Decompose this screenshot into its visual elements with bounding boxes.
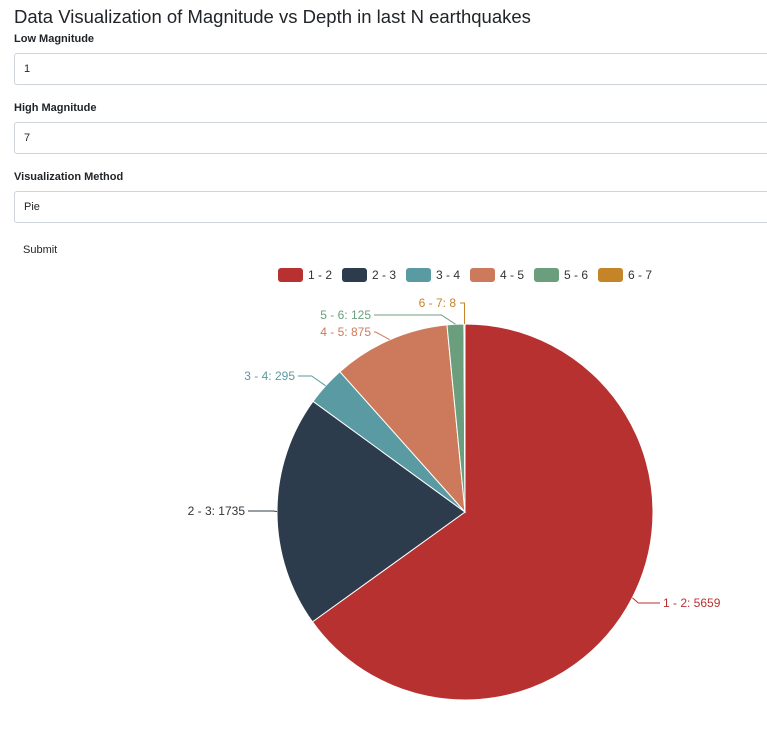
leader-line-6-7 <box>460 302 465 324</box>
page-title: Data Visualization of Magnitude vs Depth… <box>14 6 531 27</box>
low-magnitude-label: Low Magnitude <box>14 33 95 45</box>
submit-button[interactable]: Submit <box>14 240 66 260</box>
legend-swatch-1-2[interactable] <box>278 268 303 282</box>
pie-slice-4-5[interactable] <box>339 324 466 514</box>
pie-slices <box>276 323 654 701</box>
pie-slice-2-3[interactable] <box>276 400 466 623</box>
legend-label-1-2[interactable]: 1 - 2 <box>308 268 332 282</box>
slice-label-6-7: 6 - 7: 8 <box>419 296 457 310</box>
leader-line-2-3 <box>248 510 278 512</box>
chart-legend: 1 - 2 2 - 3 3 - 4 4 - 5 5 - 6 6 - 7 <box>278 268 652 282</box>
slice-label-4-5: 4 - 5: 875 <box>320 325 371 339</box>
legend-swatch-6-7[interactable] <box>598 268 623 282</box>
high-magnitude-label: High Magnitude <box>14 102 97 114</box>
leader-line-1-2 <box>631 597 660 604</box>
legend-label-6-7[interactable]: 6 - 7 <box>628 268 652 282</box>
legend-swatch-4-5[interactable] <box>470 268 495 282</box>
visualization-method-label: Visualization Method <box>14 171 124 183</box>
legend-swatch-5-6[interactable] <box>534 268 559 282</box>
legend-swatch-2-3[interactable] <box>342 268 367 282</box>
leader-line-4-5 <box>374 331 390 341</box>
legend-label-5-6[interactable]: 5 - 6 <box>564 268 588 282</box>
high-magnitude-input[interactable]: 7 <box>14 122 767 154</box>
legend-label-4-5[interactable]: 4 - 5 <box>500 268 524 282</box>
legend-label-2-3[interactable]: 2 - 3 <box>372 268 396 282</box>
leader-line-5-6 <box>374 314 456 325</box>
slice-labels: 1 - 2: 5659 2 - 3: 1735 3 - 4: 295 4 - 5: 8… <box>188 296 721 610</box>
pie-chart: 1 - 2 2 - 3 3 - 4 4 - 5 5 - 6 6 - 7 1 - 2: 56… <box>188 268 721 701</box>
slice-label-3-4: 3 - 4: 295 <box>244 369 295 383</box>
slice-label-2-3: 2 - 3: 1735 <box>188 504 246 518</box>
slice-label-1-2: 1 - 2: 5659 <box>663 596 721 610</box>
legend-label-3-4[interactable]: 3 - 4 <box>436 268 460 282</box>
legend-swatch-3-4[interactable] <box>406 268 431 282</box>
slice-label-5-6: 5 - 6: 125 <box>320 308 371 322</box>
leader-line-3-4 <box>298 375 326 387</box>
low-magnitude-input[interactable]: 1 <box>14 53 767 85</box>
visualization-method-select[interactable]: Pie <box>14 191 767 223</box>
